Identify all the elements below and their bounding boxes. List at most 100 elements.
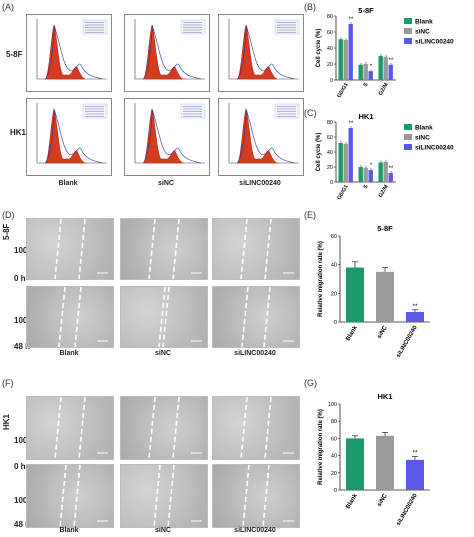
y-tick-label: 20 — [331, 291, 337, 297]
wound-edge-left — [241, 286, 249, 348]
wound-edge-left — [242, 464, 250, 528]
x-tick-label: S — [363, 82, 370, 88]
wound-col-label-silinc: siLINC00240 — [234, 350, 276, 357]
significance-label: * — [370, 163, 373, 169]
wound-lines — [59, 464, 108, 528]
y-tick-label: 60 — [327, 135, 333, 141]
wound-edge-left — [148, 218, 156, 280]
wound-mag-bottom: 100× — [14, 496, 33, 505]
x-tick-label: Blank — [345, 324, 359, 342]
wound-lines — [241, 286, 294, 348]
y-tick-label: 20 — [327, 62, 333, 68]
wound-edge-left — [153, 464, 161, 528]
wound-edge-right — [167, 464, 175, 528]
significance-label: ** — [349, 121, 354, 127]
wound-edge-right — [263, 286, 271, 348]
flow-row-label-5-8f: 5-8F — [6, 50, 23, 59]
x-tick-label: Blank — [345, 492, 359, 510]
legend-label: siLINC00240 — [415, 145, 454, 152]
bar — [383, 161, 388, 182]
wound-col-label-silinc: siLINC00240 — [234, 527, 276, 534]
wound-image — [120, 218, 208, 280]
flow-fit-line — [142, 24, 202, 80]
panel-label-b: (B) — [304, 2, 316, 12]
flow-histogram — [26, 98, 112, 176]
wound-image — [26, 286, 114, 348]
chart-title: 5-8F — [377, 224, 393, 233]
y-tick-label: 100 — [328, 402, 337, 408]
significance-label: * — [370, 64, 373, 70]
panel-label-g: (G) — [304, 378, 317, 388]
y-tick-label: 60 — [331, 436, 337, 442]
panel-label-d: (D) — [2, 210, 15, 220]
flow-stats-box — [82, 19, 108, 35]
bar — [388, 173, 393, 182]
wound-lines — [148, 396, 202, 460]
wound-edge-right — [172, 396, 180, 460]
wound-image — [212, 218, 300, 280]
flow-col-label-sinc: siNC — [158, 180, 174, 187]
flow-histogram-svg — [134, 19, 206, 80]
wound-edge-right — [264, 396, 272, 460]
wound-edge-right — [162, 286, 170, 348]
y-tick-label: 20 — [331, 471, 337, 477]
significance-label: ** — [412, 303, 418, 310]
bar — [378, 162, 383, 182]
wound-edge-left — [240, 218, 248, 280]
wound-edge-left — [54, 396, 62, 460]
wound-edge-left — [54, 218, 62, 280]
bar — [378, 56, 383, 80]
y-tick-label: 0 — [330, 78, 333, 84]
flow-histogram-svg — [36, 19, 108, 80]
chart-title: HK1 — [358, 112, 373, 121]
bar — [368, 71, 373, 80]
legend-swatch — [404, 144, 412, 150]
wound-row-label-hk1: HK1 — [2, 370, 11, 430]
panel-label-f: (F) — [2, 378, 14, 388]
flow-histogram-svg — [36, 103, 108, 164]
wound-time-top: 0 h — [14, 274, 26, 283]
flow-fit-line — [44, 24, 104, 80]
y-tick-label: 80 — [327, 120, 333, 126]
wound-image — [120, 286, 208, 348]
x-tick-label: G2/M — [378, 82, 390, 97]
wound-time-top: 0 h — [14, 462, 26, 471]
wound-col-label-blank: Blank — [59, 350, 79, 357]
wound-edge-left — [158, 286, 166, 348]
bar — [358, 64, 363, 80]
legend-label: siLINC00240 — [415, 39, 454, 46]
wound-time-bottom: 48 h — [14, 342, 31, 351]
wound-edge-left — [58, 286, 66, 348]
x-tick-label: G0/G1 — [336, 184, 349, 201]
bar — [368, 170, 373, 182]
flow-g1-peak — [236, 24, 278, 80]
wound-col-label-blank: Blank — [59, 527, 79, 534]
bar — [383, 56, 388, 80]
flow-stats-box — [274, 19, 300, 35]
chart-title: 5-8F — [358, 6, 374, 15]
wound-col-label-sinc: siNC — [155, 527, 171, 534]
flow-stats-box — [82, 103, 108, 119]
wound-lines — [242, 464, 294, 528]
bar — [363, 64, 368, 80]
flow-stats-box — [180, 19, 206, 35]
flow-fit-line — [44, 108, 104, 164]
wound-edge-right — [264, 218, 272, 280]
bar — [388, 64, 393, 80]
wound-image — [212, 286, 300, 348]
flow-g1-peak — [142, 24, 184, 80]
x-tick-label: S — [363, 184, 370, 190]
bar — [348, 24, 353, 80]
significance-label: ** — [349, 17, 354, 23]
wound-mag-top: 100× — [14, 436, 33, 445]
bar — [346, 267, 364, 322]
bar — [406, 459, 424, 490]
wound-edge-right — [262, 464, 270, 528]
wound-edge-left — [59, 464, 67, 528]
wound-image — [26, 218, 114, 280]
bar — [376, 435, 394, 490]
flow-g1-peak — [142, 108, 184, 164]
panel-label-e: (E) — [304, 210, 316, 220]
wound-cell-line-label: 5-8F — [2, 223, 11, 240]
